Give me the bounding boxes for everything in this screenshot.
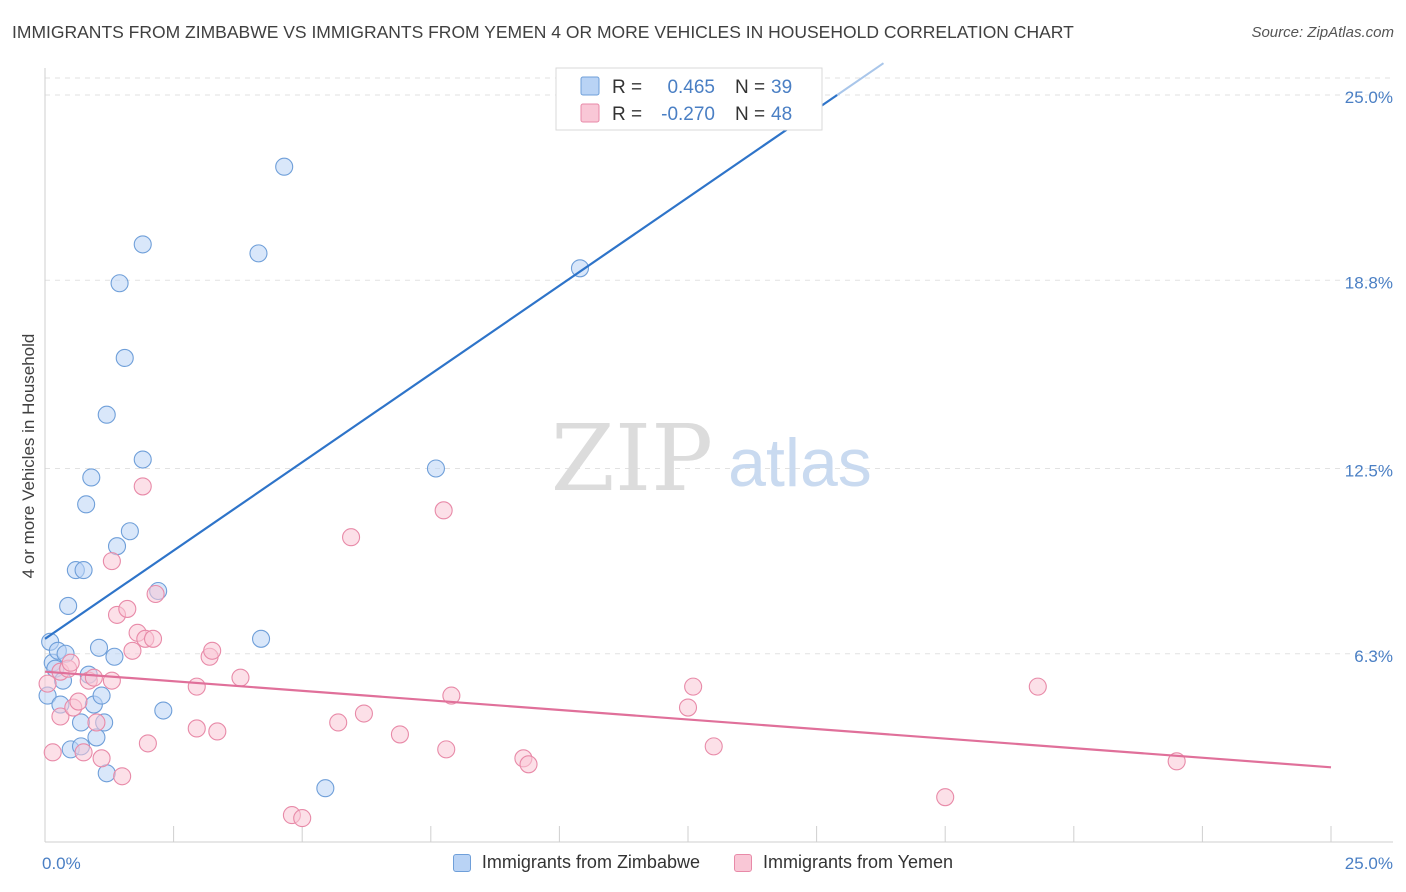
data-point-yemen (74, 743, 93, 762)
data-point-yemen (329, 713, 348, 732)
stats-n-label: N = (735, 77, 765, 98)
data-point-zimbabwe (105, 647, 124, 666)
data-point-yemen (519, 755, 538, 774)
data-point-yemen (84, 668, 103, 687)
data-point-yemen (704, 737, 723, 756)
grid-lines (45, 77, 1393, 655)
stats-r-value: -0.270 (661, 104, 715, 125)
data-point-yemen (203, 641, 222, 660)
data-point-yemen (138, 734, 157, 753)
watermark-atlas: atlas (728, 425, 872, 501)
data-point-yemen (187, 719, 206, 738)
legend-label-yemen: Immigrants from Yemen (762, 852, 954, 872)
data-point-zimbabwe (570, 259, 590, 278)
data-point-yemen (437, 740, 456, 759)
data-point-yemen (143, 629, 163, 648)
data-point-zimbabwe (59, 596, 78, 615)
legend-swatch-zimbabwe (452, 853, 471, 872)
data-point-yemen (208, 722, 227, 741)
data-point-zimbabwe (77, 495, 96, 514)
chart-title: IMMIGRANTS FROM ZIMBABWE VS IMMIGRANTS F… (12, 22, 1074, 42)
watermark-zip: ZIP (551, 405, 713, 512)
stats-r-value: 0.465 (667, 77, 715, 98)
x-tick-label: 25.0% (1345, 854, 1393, 873)
data-point-yemen (187, 677, 206, 696)
data-point-zimbabwe (249, 244, 268, 263)
data-point-yemen (69, 692, 88, 711)
data-point-zimbabwe (133, 450, 152, 469)
data-point-yemen (38, 674, 57, 693)
data-point-zimbabwe (251, 629, 271, 648)
data-point-yemen (442, 686, 461, 705)
trend-lines (44, 62, 1332, 769)
tick-labels: 6.3% 12.5% 18.8% 25.0% 0.0% 25.0% (42, 88, 1393, 873)
data-point-yemen (61, 653, 80, 672)
data-point-yemen (133, 477, 152, 496)
data-point-yemen (43, 743, 62, 762)
axes (44, 68, 1393, 843)
data-point-yemen (113, 767, 132, 786)
data-point-zimbabwe (92, 686, 111, 705)
data-point-yemen (87, 713, 106, 732)
legend-item-zimbabwe[interactable]: Immigrants from Zimbabwe (452, 852, 700, 873)
trend-line-zimbabwe (44, 94, 838, 640)
data-point-zimbabwe (82, 468, 101, 487)
data-point-yemen (390, 725, 409, 744)
data-point-zimbabwe (74, 561, 93, 580)
data-point-yemen (936, 788, 955, 807)
data-point-zimbabwe (154, 701, 173, 720)
stats-r-label: R = (612, 77, 642, 98)
data-point-zimbabwe (120, 522, 139, 541)
data-point-zimbabwe (426, 459, 445, 478)
x-tick-label: 0.0% (42, 854, 81, 873)
data-point-yemen (434, 501, 453, 520)
series-legend: Immigrants from Zimbabwe Immigrants from… (0, 852, 1406, 873)
trend-line-zimbabwe-extension (836, 62, 885, 96)
data-point-yemen (684, 677, 703, 696)
data-point-yemen (51, 707, 70, 726)
data-point-yemen (1028, 677, 1047, 696)
data-point-yemen (231, 668, 250, 687)
data-point-yemen (146, 584, 165, 604)
data-point-yemen (102, 671, 121, 690)
stats-n-label: N = (735, 104, 765, 125)
legend-label-zimbabwe: Immigrants from Zimbabwe (481, 852, 700, 872)
data-point-zimbabwe (316, 779, 335, 798)
stats-r-label: R = (612, 104, 642, 125)
data-point-yemen (678, 698, 698, 717)
data-point-yemen (123, 641, 142, 660)
y-tick-label: 18.8% (1345, 273, 1393, 292)
data-point-yemen (293, 809, 312, 828)
data-point-yemen (342, 528, 361, 547)
data-point-zimbabwe (89, 638, 109, 657)
source-credit: Source: ZipAtlas.com (1251, 24, 1394, 41)
data-point-zimbabwe (115, 348, 134, 367)
data-point-zimbabwe (71, 713, 91, 732)
stats-n-value: 48 (771, 104, 792, 125)
data-point-yemen (118, 599, 137, 618)
stats-swatch (580, 103, 600, 123)
stats-n-value: 39 (771, 77, 792, 98)
data-point-yemen (92, 749, 111, 768)
legend-swatch-yemen (733, 853, 752, 872)
y-tick-label: 25.0% (1345, 88, 1393, 107)
data-point-zimbabwe (97, 405, 116, 424)
y-tick-label: 6.3% (1354, 647, 1393, 666)
stats-legend: R = 0.465 N = 39 R = -0.270 N = 48 (555, 67, 823, 131)
y-tick-label: 12.5% (1345, 462, 1393, 481)
data-point-yemen (354, 704, 373, 723)
legend-item-yemen[interactable]: Immigrants from Yemen (733, 852, 954, 873)
data-point-zimbabwe (275, 157, 294, 176)
data-point-zimbabwe (133, 235, 152, 254)
trend-line-yemen (44, 670, 1332, 769)
stats-swatch (580, 76, 600, 96)
data-point-yemen (102, 552, 121, 571)
data-point-zimbabwe (110, 274, 129, 293)
